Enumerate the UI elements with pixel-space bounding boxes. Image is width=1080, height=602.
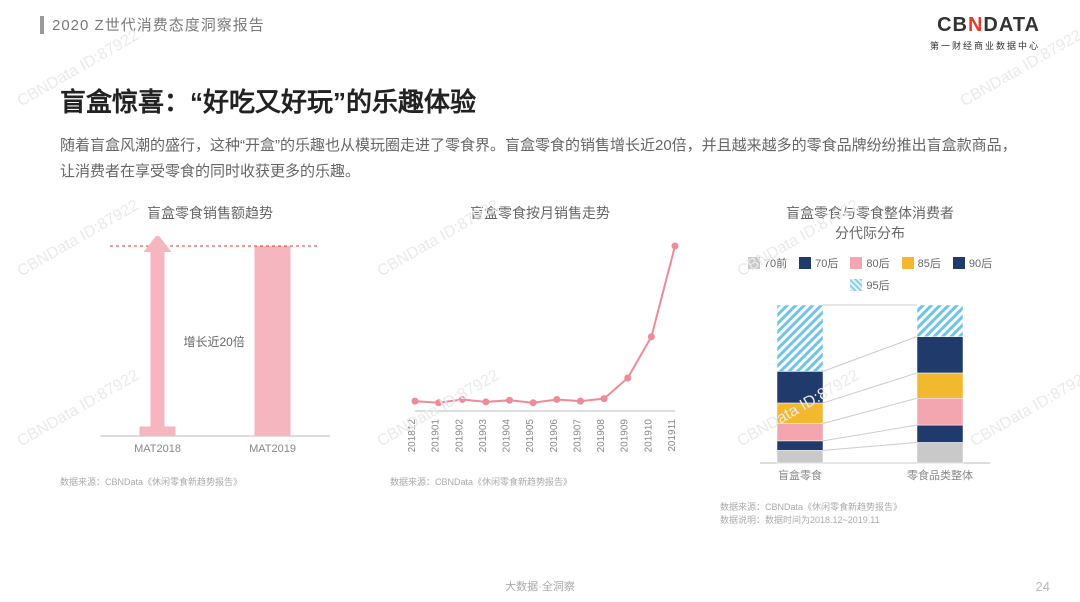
svg-text:201909: 201909 (620, 418, 631, 452)
report-name: 2020 Z世代消费态度洞察报告 (52, 14, 265, 35)
svg-text:201904: 201904 (502, 418, 513, 452)
chart3-source: 数据来源：CBNData《休闲零食新趋势报告》 数据说明：数据时间为2018.1… (720, 501, 1020, 526)
chart-generation-stack: 盲盒零食与零食整体消费者 分代际分布 70前70后80后85后90后95后 盲盒… (720, 204, 1020, 526)
chart2-title: 盲盒零食按月销售走势 (470, 204, 610, 224)
page-number: 24 (1036, 579, 1050, 594)
logo-subtitle: 第一财经商业数据中心 (930, 39, 1040, 52)
svg-text:盲盒零食: 盲盒零食 (778, 468, 822, 482)
svg-text:MAT2018: MAT2018 (134, 443, 181, 455)
svg-text:增长近20倍: 增长近20倍 (184, 334, 245, 349)
svg-text:201911: 201911 (667, 418, 678, 451)
chart2-source: 数据来源：CBNData《休闲零食新趋势报告》 (390, 476, 690, 489)
footer-tagline: 大数据·全洞察 (0, 578, 1080, 594)
chart2-svg: 201812 201901 201902 201903 201904 201905 2019… (390, 236, 690, 466)
chart3-source-line2: 数据说明：数据时间为2018.12~2019.11 (720, 514, 1020, 527)
svg-text:MAT2019: MAT2019 (249, 443, 296, 455)
charts-row: 盲盒零食销售额趋势 MAT2018 MAT2019 增长近20倍 数据来源：CBND… (0, 204, 1080, 526)
logo: CBNDATA 第一财经商业数据中心 (930, 14, 1040, 52)
logo-text-pre: CB (937, 14, 968, 36)
svg-text:201901: 201901 (431, 418, 442, 452)
svg-text:201812: 201812 (407, 418, 418, 452)
page-title: 盲盒惊喜：“好吃又好玩”的乐趣体验 (0, 52, 1080, 133)
svg-text:201907: 201907 (572, 418, 583, 452)
svg-text:零食品类整体: 零食品类整体 (907, 468, 973, 482)
svg-text:201910: 201910 (643, 418, 654, 452)
header: 2020 Z世代消费态度洞察报告 CBNDATA 第一财经商业数据中心 (0, 0, 1080, 52)
chart3-title: 盲盒零食与零食整体消费者 分代际分布 (786, 204, 954, 243)
page-subtitle: 随着盲盒风潮的盛行，这种“开盒”的乐趣也从模玩圈走进了零食界。盲盒零食的销售增长… (0, 133, 1080, 204)
chart1-svg: MAT2018 MAT2019 增长近20倍 (70, 236, 350, 466)
svg-text:201903: 201903 (478, 418, 489, 452)
chart1-source: 数据来源：CBNData《休闲零食新趋势报告》 (60, 476, 360, 489)
svg-text:201905: 201905 (525, 418, 536, 452)
chart3-legend: 70前70后80后85后90后95后 (740, 255, 1000, 293)
svg-text:201902: 201902 (454, 418, 465, 452)
svg-text:201908: 201908 (596, 418, 607, 452)
chart3-svg: 盲盒零食 零食品类整体 (730, 301, 1010, 491)
chart-sales-trend: 盲盒零食销售额趋势 MAT2018 MAT2019 增长近20倍 数据来源：CBND… (60, 204, 360, 526)
svg-text:201906: 201906 (549, 418, 560, 452)
chart3-source-line1: 数据来源：CBNData《休闲零食新趋势报告》 (720, 501, 1020, 514)
logo-text-post: DATA (983, 14, 1040, 36)
header-accent-bar (40, 16, 44, 34)
chart-monthly-line: 盲盒零食按月销售走势 201812 201901 201902 201903 20190… (390, 204, 690, 526)
logo-text-n: N (968, 14, 983, 36)
chart1-title: 盲盒零食销售额趋势 (147, 204, 273, 224)
